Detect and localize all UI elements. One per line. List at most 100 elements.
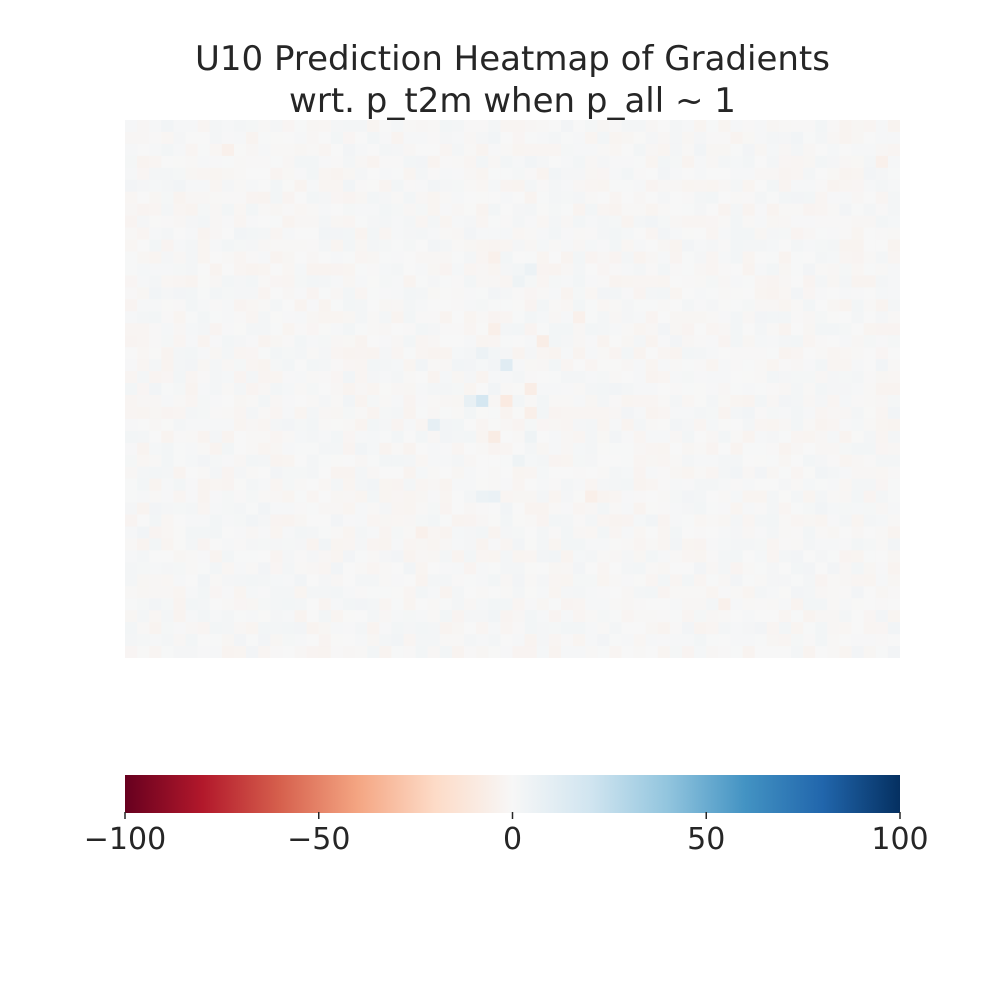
heatmap-cell [330, 383, 344, 396]
heatmap-cell [536, 430, 550, 444]
heatmap-cell [270, 538, 284, 551]
heatmap-cell [766, 646, 780, 658]
heatmap-cell [839, 179, 853, 193]
heatmap-cell [694, 359, 707, 372]
heatmap-cell [839, 502, 853, 516]
heatmap-cell [439, 251, 453, 265]
heatmap-cell [500, 442, 514, 456]
heatmap-cell [427, 646, 441, 658]
heatmap-cell [403, 430, 417, 444]
heatmap-cell [294, 442, 308, 456]
heatmap-cell [742, 143, 756, 157]
heatmap-cell [294, 131, 308, 145]
heatmap-cell [173, 251, 187, 265]
heatmap-cell [766, 562, 780, 575]
heatmap-cell [645, 167, 659, 181]
heatmap-cell [573, 203, 586, 217]
heatmap-cell [657, 574, 671, 587]
heatmap-cell [766, 191, 780, 205]
heatmap-cell [221, 143, 235, 157]
heatmap-cell [778, 406, 792, 420]
heatmap-cell [863, 203, 877, 217]
heatmap-cell [778, 478, 792, 492]
heatmap-cell [391, 598, 405, 611]
heatmap-cell [730, 562, 744, 575]
heatmap-cell [246, 490, 259, 504]
heatmap-cell [573, 598, 586, 611]
heatmap-cell [706, 562, 719, 575]
heatmap-cell [791, 598, 804, 611]
heatmap-cell [778, 574, 792, 587]
heatmap-cell [887, 347, 900, 360]
heatmap-cell [246, 143, 259, 157]
heatmap-cell [282, 215, 296, 229]
heatmap-cell [439, 514, 453, 528]
heatmap-cell [706, 466, 719, 480]
heatmap-cell [282, 239, 296, 253]
heatmap-cell [318, 610, 332, 623]
heatmap-cell [342, 550, 356, 563]
heatmap-cell [451, 550, 465, 563]
heatmap-cell [367, 155, 380, 169]
heatmap-cell [524, 323, 538, 336]
heatmap-cell [669, 562, 683, 575]
heatmap-cell [694, 335, 707, 348]
heatmap-cell [657, 622, 671, 635]
heatmap-cell [742, 299, 756, 312]
heatmap-cell [609, 646, 623, 658]
heatmap-cell [573, 191, 586, 205]
heatmap-cell [270, 275, 284, 288]
heatmap-cell [815, 550, 828, 563]
heatmap-cell [754, 155, 768, 169]
heatmap-cell [464, 371, 477, 384]
heatmap-cell [742, 562, 756, 575]
heatmap-cell [403, 634, 417, 647]
heatmap-cell [887, 646, 900, 658]
heatmap-cell [791, 215, 804, 229]
heatmap-cell [791, 311, 804, 324]
heatmap-cell [500, 287, 514, 300]
heatmap-cell [330, 299, 344, 312]
heatmap-cell [597, 383, 610, 396]
heatmap-cell [682, 167, 695, 181]
heatmap-cell [137, 634, 150, 647]
heatmap-cell [294, 394, 308, 408]
heatmap-cell [887, 418, 900, 432]
heatmap-cell [379, 287, 393, 300]
heatmap-cell [367, 490, 380, 504]
heatmap-cell [367, 526, 380, 540]
heatmap-cell [342, 120, 356, 133]
heatmap-cell [512, 538, 526, 551]
heatmap-cell [657, 466, 671, 480]
heatmap-cell [742, 239, 756, 253]
heatmap-cell [439, 311, 453, 324]
heatmap-cell [209, 394, 223, 408]
heatmap-cell [391, 299, 405, 312]
heatmap-cell [137, 622, 150, 635]
heatmap-cell [609, 598, 623, 611]
heatmap-cell [803, 239, 816, 253]
heatmap-cell [270, 442, 284, 456]
heatmap-cell [536, 466, 550, 480]
heatmap-cell [718, 275, 732, 288]
heatmap-cell [706, 610, 719, 623]
heatmap-cell [282, 466, 296, 480]
heatmap-cell [221, 155, 235, 169]
heatmap-cell [379, 239, 393, 253]
heatmap-cell [125, 442, 138, 456]
heatmap-cell [209, 215, 223, 229]
heatmap-cell [645, 466, 659, 480]
heatmap-cell [415, 418, 429, 432]
heatmap-cell [657, 538, 671, 551]
heatmap-cell [197, 610, 211, 623]
heatmap-cell [573, 371, 586, 384]
heatmap-cell [754, 299, 768, 312]
heatmap-cell [851, 574, 865, 587]
heatmap-cell [863, 239, 877, 253]
heatmap-cell [125, 394, 138, 408]
heatmap-cell [246, 574, 259, 587]
heatmap-cell [476, 263, 489, 277]
heatmap-cell [306, 502, 320, 516]
heatmap-cell [791, 526, 804, 540]
heatmap-cell [209, 598, 223, 611]
